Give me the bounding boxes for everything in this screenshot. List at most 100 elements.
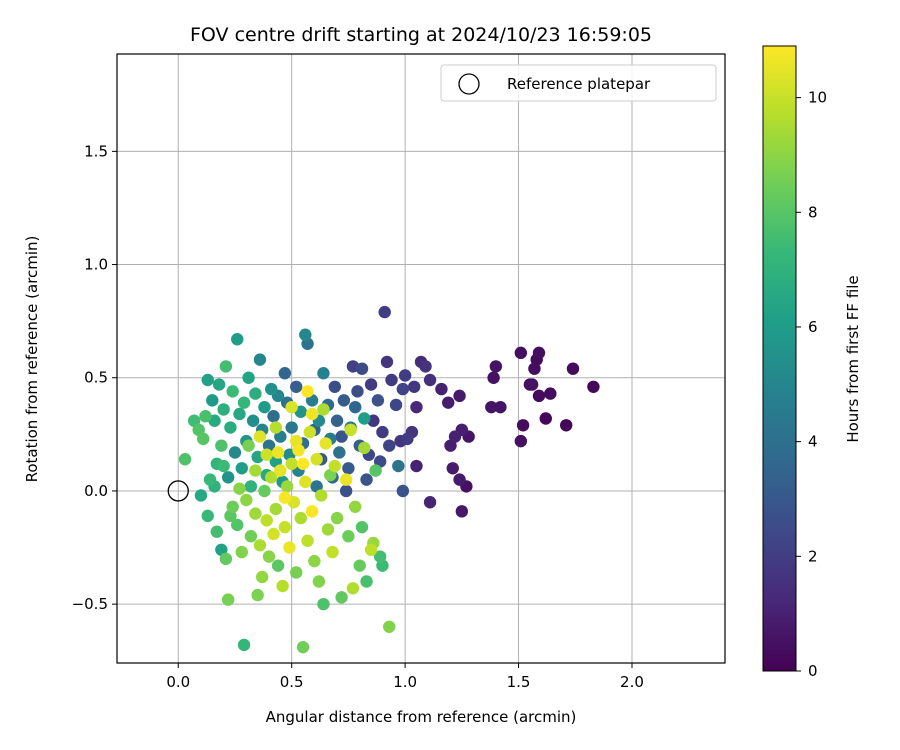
data-point: [337, 394, 351, 407]
data-point: [321, 523, 335, 536]
y-tick-label: 0.0: [84, 482, 108, 500]
x-tick-label: 2.0: [620, 673, 644, 691]
data-point: [203, 473, 217, 486]
data-point: [360, 575, 373, 588]
data-point: [423, 496, 437, 509]
data-point: [383, 620, 396, 633]
colorbar-ticks: 0 2 4 6 8 10: [796, 89, 827, 680]
data-point: [242, 371, 255, 384]
x-tick-label: 0.0: [166, 673, 190, 691]
y-tick-label: 1.0: [84, 256, 108, 274]
data-point: [371, 394, 385, 407]
data-point: [265, 471, 278, 484]
data-point: [178, 453, 192, 466]
data-point: [514, 346, 528, 360]
data-point: [201, 509, 214, 523]
data-point: [392, 459, 405, 473]
data-point: [335, 430, 348, 443]
data-point: [206, 394, 219, 407]
data-point: [369, 464, 382, 477]
colorbar-tick-label: 10: [808, 89, 827, 107]
data-point: [319, 437, 332, 450]
data-point: [249, 387, 262, 400]
data-point: [385, 373, 398, 387]
data-point: [410, 459, 423, 473]
data-point: [559, 419, 573, 432]
data-point: [278, 520, 292, 534]
axis-ticks: 0.0 0.5 1.0 1.5 2.0 −0.5 0.0 0.5 1.0 1.5: [72, 142, 644, 691]
data-point: [301, 385, 314, 398]
data-point: [233, 482, 246, 495]
data-point: [358, 412, 371, 425]
legend: Reference platepar: [440, 64, 717, 102]
x-tick-label: 1.5: [507, 673, 531, 691]
colorbar-tick-label: 0: [808, 662, 818, 680]
data-point: [260, 448, 273, 461]
data-point: [226, 385, 239, 398]
data-point: [351, 385, 364, 398]
data-point: [292, 443, 305, 457]
data-point: [267, 527, 280, 541]
data-point: [353, 559, 366, 572]
data-point: [271, 559, 285, 572]
data-point: [265, 382, 278, 396]
data-point: [396, 484, 410, 498]
y-axis-label: Rotation from reference (arcmin): [23, 236, 41, 483]
data-point: [333, 446, 346, 459]
data-point: [335, 591, 348, 604]
data-point: [435, 382, 448, 396]
colorbar-tick-label: 4: [808, 433, 818, 451]
colorbar-tick-label: 2: [808, 547, 818, 565]
data-point: [314, 489, 328, 502]
data-point: [389, 398, 403, 412]
data-point: [283, 541, 296, 554]
data-point: [373, 550, 387, 563]
data-point: [212, 378, 226, 391]
data-point: [237, 638, 251, 652]
data-point: [294, 511, 307, 525]
data-point: [303, 425, 317, 439]
data-point: [410, 400, 423, 414]
data-point: [226, 500, 239, 513]
data-point: [364, 378, 378, 391]
data-point: [453, 389, 466, 403]
data-point: [310, 453, 323, 466]
data-point: [516, 419, 530, 432]
data-point: [251, 588, 264, 602]
chart-title: FOV centre drift starting at 2024/10/23 …: [190, 24, 652, 46]
data-point: [487, 371, 500, 384]
legend-marker: [458, 73, 480, 95]
data-point: [355, 520, 369, 534]
data-point: [290, 566, 303, 579]
data-point: [485, 400, 498, 414]
data-point: [317, 403, 330, 416]
data-point: [258, 484, 271, 498]
data-point: [378, 305, 391, 319]
legend-label: Reference platepar: [507, 75, 651, 93]
data-point: [494, 400, 507, 414]
data-point: [244, 530, 258, 543]
data-point: [219, 552, 233, 566]
data-point: [194, 489, 208, 502]
data-point: [305, 505, 319, 518]
data-point: [296, 640, 310, 654]
data-point: [267, 410, 280, 423]
data-point: [269, 421, 283, 434]
colorbar-tick-label: 8: [808, 203, 818, 221]
colorbar-tick-label: 6: [808, 318, 818, 336]
colorbar: 0 2 4 6 8 10 Hours from first FF file: [762, 45, 862, 680]
x-axis-label: Angular distance from reference (arcmin): [266, 708, 577, 726]
data-point: [271, 446, 285, 459]
data-point: [312, 575, 326, 588]
data-point: [544, 387, 557, 400]
data-point: [258, 400, 271, 414]
data-point: [249, 464, 262, 477]
data-point: [376, 425, 389, 439]
data-point: [349, 400, 362, 414]
data-point: [228, 446, 242, 459]
data-point: [253, 430, 267, 443]
data-point: [380, 355, 394, 369]
data-point: [296, 457, 310, 470]
data-point: [219, 360, 233, 373]
